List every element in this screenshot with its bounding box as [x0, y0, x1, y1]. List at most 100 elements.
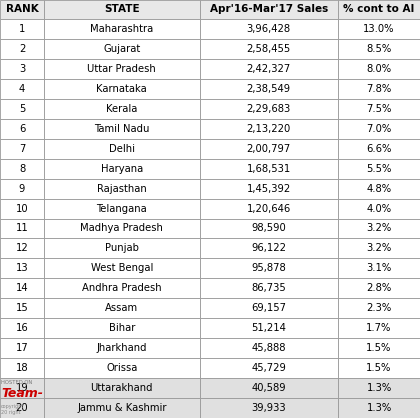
Text: 3,96,428: 3,96,428: [247, 24, 291, 34]
Text: 96,122: 96,122: [251, 243, 286, 253]
Bar: [44, 378, 200, 398]
Text: Delhi: Delhi: [109, 144, 135, 154]
Text: 51,214: 51,214: [251, 323, 286, 333]
Text: 17: 17: [16, 343, 29, 353]
Bar: [200, 358, 338, 378]
Text: 5: 5: [19, 104, 25, 114]
Bar: [200, 238, 338, 258]
Bar: [44, 398, 200, 418]
Bar: [200, 258, 338, 278]
Text: Andhra Pradesh: Andhra Pradesh: [82, 283, 162, 293]
Bar: [44, 79, 200, 99]
Text: 8.5%: 8.5%: [366, 44, 392, 54]
Bar: [0, 318, 44, 338]
Bar: [44, 278, 200, 298]
Bar: [338, 398, 420, 418]
Text: 45,888: 45,888: [252, 343, 286, 353]
Text: 2.8%: 2.8%: [366, 283, 392, 293]
Bar: [44, 19, 200, 39]
Bar: [200, 59, 338, 79]
Text: 12: 12: [16, 243, 29, 253]
Bar: [338, 99, 420, 119]
Text: Punjab: Punjab: [105, 243, 139, 253]
Text: Bihar: Bihar: [109, 323, 135, 333]
Bar: [338, 139, 420, 159]
Text: 2: 2: [19, 44, 25, 54]
Text: copyright: copyright: [1, 403, 24, 408]
Bar: [200, 398, 338, 418]
Bar: [200, 378, 338, 398]
Text: 1.3%: 1.3%: [366, 403, 392, 413]
Text: 7.0%: 7.0%: [366, 124, 392, 134]
Bar: [338, 178, 420, 199]
Text: Gujarat: Gujarat: [103, 44, 140, 54]
Bar: [44, 39, 200, 59]
Bar: [200, 0, 338, 19]
Text: Rajasthan: Rajasthan: [97, 184, 147, 194]
Text: 7: 7: [19, 144, 25, 154]
Text: 3.2%: 3.2%: [366, 243, 392, 253]
Text: Team-: Team-: [1, 387, 43, 400]
Bar: [0, 19, 44, 39]
Bar: [338, 278, 420, 298]
Text: 13.0%: 13.0%: [363, 24, 395, 34]
Bar: [44, 338, 200, 358]
Text: 5.5%: 5.5%: [366, 163, 392, 173]
Bar: [200, 178, 338, 199]
Bar: [44, 119, 200, 139]
Text: Telangana: Telangana: [97, 204, 147, 214]
Text: 69,157: 69,157: [251, 303, 286, 313]
Bar: [338, 238, 420, 258]
Bar: [44, 298, 200, 318]
Bar: [200, 318, 338, 338]
Bar: [44, 139, 200, 159]
Bar: [0, 378, 44, 398]
Text: 11: 11: [16, 224, 29, 234]
Bar: [44, 318, 200, 338]
Bar: [200, 199, 338, 219]
Text: Uttarakhand: Uttarakhand: [91, 383, 153, 393]
Bar: [0, 278, 44, 298]
Bar: [44, 59, 200, 79]
Text: 45,729: 45,729: [251, 363, 286, 373]
Bar: [200, 139, 338, 159]
Text: 6.6%: 6.6%: [366, 144, 392, 154]
Text: Haryana: Haryana: [101, 163, 143, 173]
Bar: [0, 178, 44, 199]
Bar: [338, 159, 420, 178]
Bar: [0, 219, 44, 238]
Text: Tamil Nadu: Tamil Nadu: [94, 124, 150, 134]
Text: 1,45,392: 1,45,392: [247, 184, 291, 194]
Text: 13: 13: [16, 263, 29, 273]
Text: 98,590: 98,590: [252, 224, 286, 234]
Bar: [200, 99, 338, 119]
Text: 19: 19: [16, 383, 29, 393]
Text: 2,00,797: 2,00,797: [247, 144, 291, 154]
Bar: [0, 199, 44, 219]
Text: 95,878: 95,878: [252, 263, 286, 273]
Bar: [200, 119, 338, 139]
Text: West Bengal: West Bengal: [91, 263, 153, 273]
Text: 1: 1: [19, 24, 25, 34]
Text: 7.5%: 7.5%: [366, 104, 392, 114]
Text: 1.7%: 1.7%: [366, 323, 392, 333]
Bar: [338, 0, 420, 19]
Text: 2,42,327: 2,42,327: [247, 64, 291, 74]
Text: STATE: STATE: [104, 5, 139, 15]
Bar: [200, 39, 338, 59]
Text: 4: 4: [19, 84, 25, 94]
Text: 20 right: 20 right: [1, 410, 21, 415]
Text: 2,13,220: 2,13,220: [247, 124, 291, 134]
Bar: [44, 178, 200, 199]
Bar: [200, 338, 338, 358]
Text: 2.3%: 2.3%: [366, 303, 392, 313]
Text: HOSTED ON: HOSTED ON: [1, 380, 32, 385]
Bar: [0, 398, 44, 418]
Text: % cont to AI: % cont to AI: [344, 5, 415, 15]
Bar: [0, 79, 44, 99]
Text: Jammu & Kashmir: Jammu & Kashmir: [77, 403, 167, 413]
Bar: [338, 358, 420, 378]
Bar: [338, 378, 420, 398]
Bar: [338, 119, 420, 139]
Text: 39,933: 39,933: [252, 403, 286, 413]
